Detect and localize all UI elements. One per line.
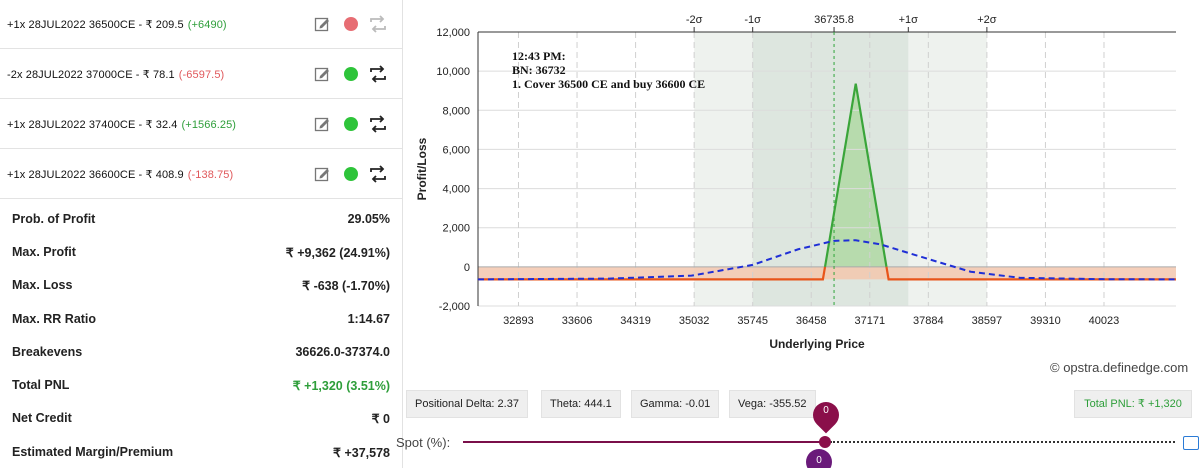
y-tick-label: 2,000 [442, 223, 470, 235]
stat-value: 1:14.67 [347, 312, 390, 326]
swap-icon[interactable] [368, 65, 388, 83]
y-tick-label: 8,000 [442, 105, 470, 117]
position-text: +1x 28JUL2022 37400CE - ₹ 32.4 (+1566.25) [7, 119, 237, 131]
stat-value: ₹ +37,578 [333, 446, 390, 460]
x-tick-label: 33606 [562, 315, 593, 327]
x-tick-label: 37171 [854, 315, 885, 327]
x-tick-label: 32893 [503, 315, 534, 327]
stat-estimated-margin: Estimated Margin/Premium ₹ +37,578 [0, 435, 402, 468]
position-row: +1x 28JUL2022 36600CE - ₹ 408.9 (-138.75) [0, 150, 402, 199]
spot-value-label: 0 [823, 405, 829, 416]
sigma-label: 36735.8 [814, 14, 854, 26]
stat-label: Total PNL [12, 378, 70, 392]
watermark: © opstra.definedge.com [1050, 360, 1189, 375]
x-tick-label: 35032 [679, 315, 710, 327]
y-tick-label: 0 [464, 262, 470, 274]
stat-prob-of-profit: Prob. of Profit 29.05% [0, 202, 402, 235]
stat-label: Prob. of Profit [12, 212, 96, 226]
pencil-icon[interactable] [314, 16, 330, 32]
expiry-payoff-line [823, 83, 888, 268]
spot-marker-bottom [806, 449, 832, 468]
strategy-panel: +1x 28JUL2022 36500CE - ₹ 209.5 (+6490) -… [0, 0, 403, 468]
swap-icon[interactable] [368, 115, 388, 133]
spot-slider-rail[interactable] [830, 441, 1175, 443]
stat-label: Breakevens [12, 345, 83, 359]
spot-marker-bottom-label: 0 [816, 455, 822, 466]
y-tick-label: 10,000 [436, 66, 470, 78]
sigma-label: +2σ [977, 14, 997, 26]
x-tick-label: 36458 [796, 315, 827, 327]
stat-label: Net Credit [12, 411, 72, 425]
position-pnl: (-6597.5) [178, 69, 225, 81]
stat-breakevens: Breakevens 36626.0-37374.0 [0, 335, 402, 368]
theta-value: Theta: 444.1 [541, 390, 621, 418]
settings-icon[interactable] [1183, 436, 1199, 450]
y-tick-label: -2,000 [439, 301, 470, 313]
y-axis-title: Profit/Loss [415, 137, 429, 200]
x-tick-label: 37884 [913, 315, 944, 327]
sigma-label: -1σ [744, 14, 761, 26]
spot-slider-handle[interactable] [819, 436, 831, 448]
active-toggle-dot[interactable] [344, 117, 358, 131]
swap-icon[interactable] [368, 15, 388, 33]
annotation-time: 12:43 PM: [512, 49, 566, 63]
stat-value: ₹ 0 [371, 412, 390, 426]
position-row: +1x 28JUL2022 37400CE - ₹ 32.4 (+1566.25) [0, 100, 402, 149]
chart-annotation: 12:43 PM: BN: 36732 1. Cover 36500 CE an… [512, 49, 705, 91]
pencil-icon[interactable] [314, 116, 330, 132]
positional-delta: Positional Delta: 2.37 [406, 390, 528, 418]
stat-max-rr-ratio: Max. RR Ratio 1:14.67 [0, 302, 402, 335]
position-pnl: (+1566.25) [181, 119, 237, 131]
spot-slider-track[interactable] [463, 441, 825, 443]
target-day-curve [477, 239, 1177, 281]
stat-value: 36626.0-37374.0 [295, 345, 390, 359]
position-text: -2x 28JUL2022 37000CE - ₹ 78.1 (-6597.5) [7, 69, 225, 81]
pencil-icon[interactable] [314, 166, 330, 182]
stat-net-credit: Net Credit ₹ 0 [0, 401, 402, 434]
stat-value: 29.05% [347, 212, 390, 226]
y-tick-label: 12,000 [436, 27, 470, 39]
x-tick-label: 34319 [620, 315, 651, 327]
stat-max-profit: Max. Profit ₹ +9,362 (24.91%) [0, 235, 402, 268]
x-tick-label: 39310 [1030, 315, 1061, 327]
stat-max-loss: Max. Loss ₹ -638 (-1.70%) [0, 268, 402, 301]
position-text: +1x 28JUL2022 36500CE - ₹ 209.5 (+6490) [7, 19, 227, 31]
x-axis-title: Underlying Price [769, 337, 865, 351]
y-tick-label: 6,000 [442, 144, 470, 156]
spot-slider-label: Spot (%): [396, 435, 451, 450]
sigma-label: +1σ [899, 14, 919, 26]
active-toggle-dot[interactable] [344, 67, 358, 81]
position-pnl: (-138.75) [187, 169, 234, 181]
stat-label: Max. RR Ratio [12, 312, 97, 326]
gamma-value: Gamma: -0.01 [631, 390, 720, 418]
sigma-label: -2σ [686, 14, 703, 26]
annotation-spot: BN: 36732 [512, 63, 566, 77]
total-pnl-badge: Total PNL: ₹ +1,320 [1074, 390, 1192, 418]
stat-value: ₹ -638 (-1.70%) [302, 279, 390, 293]
stat-total-pnl: Total PNL ₹ +1,320 (3.51%) [0, 368, 402, 401]
stat-value: ₹ +9,362 (24.91%) [285, 246, 390, 260]
stat-value: ₹ +1,320 (3.51%) [292, 379, 390, 393]
stat-label: Max. Loss [12, 278, 73, 292]
loss-area [478, 266, 1176, 280]
position-text: +1x 28JUL2022 36600CE - ₹ 408.9 (-138.75) [7, 169, 234, 181]
vega-value: Vega: -355.52 [729, 390, 816, 418]
x-tick-label: 40023 [1089, 315, 1120, 327]
annotation-action: 1. Cover 36500 CE and buy 36600 CE [512, 77, 706, 91]
position-row: +1x 28JUL2022 36500CE - ₹ 209.5 (+6490) [0, 0, 402, 49]
pencil-icon[interactable] [314, 66, 330, 82]
y-tick-label: 4,000 [442, 184, 470, 196]
payoff-chart[interactable]: -2σ -1σ 36735.8 +1σ +2σ 12,000 10,000 8,000 6,00… [404, 0, 1200, 380]
swap-icon[interactable] [368, 165, 388, 183]
stat-label: Estimated Margin/Premium [12, 445, 174, 459]
active-toggle-dot[interactable] [344, 17, 358, 31]
x-tick-label: 38597 [972, 315, 1003, 327]
x-tick-label: 35745 [737, 315, 768, 327]
position-row: -2x 28JUL2022 37000CE - ₹ 78.1 (-6597.5) [0, 50, 402, 99]
stat-label: Max. Profit [12, 245, 76, 259]
profit-area [825, 83, 887, 267]
position-pnl: (+6490) [187, 19, 227, 31]
active-toggle-dot[interactable] [344, 167, 358, 181]
